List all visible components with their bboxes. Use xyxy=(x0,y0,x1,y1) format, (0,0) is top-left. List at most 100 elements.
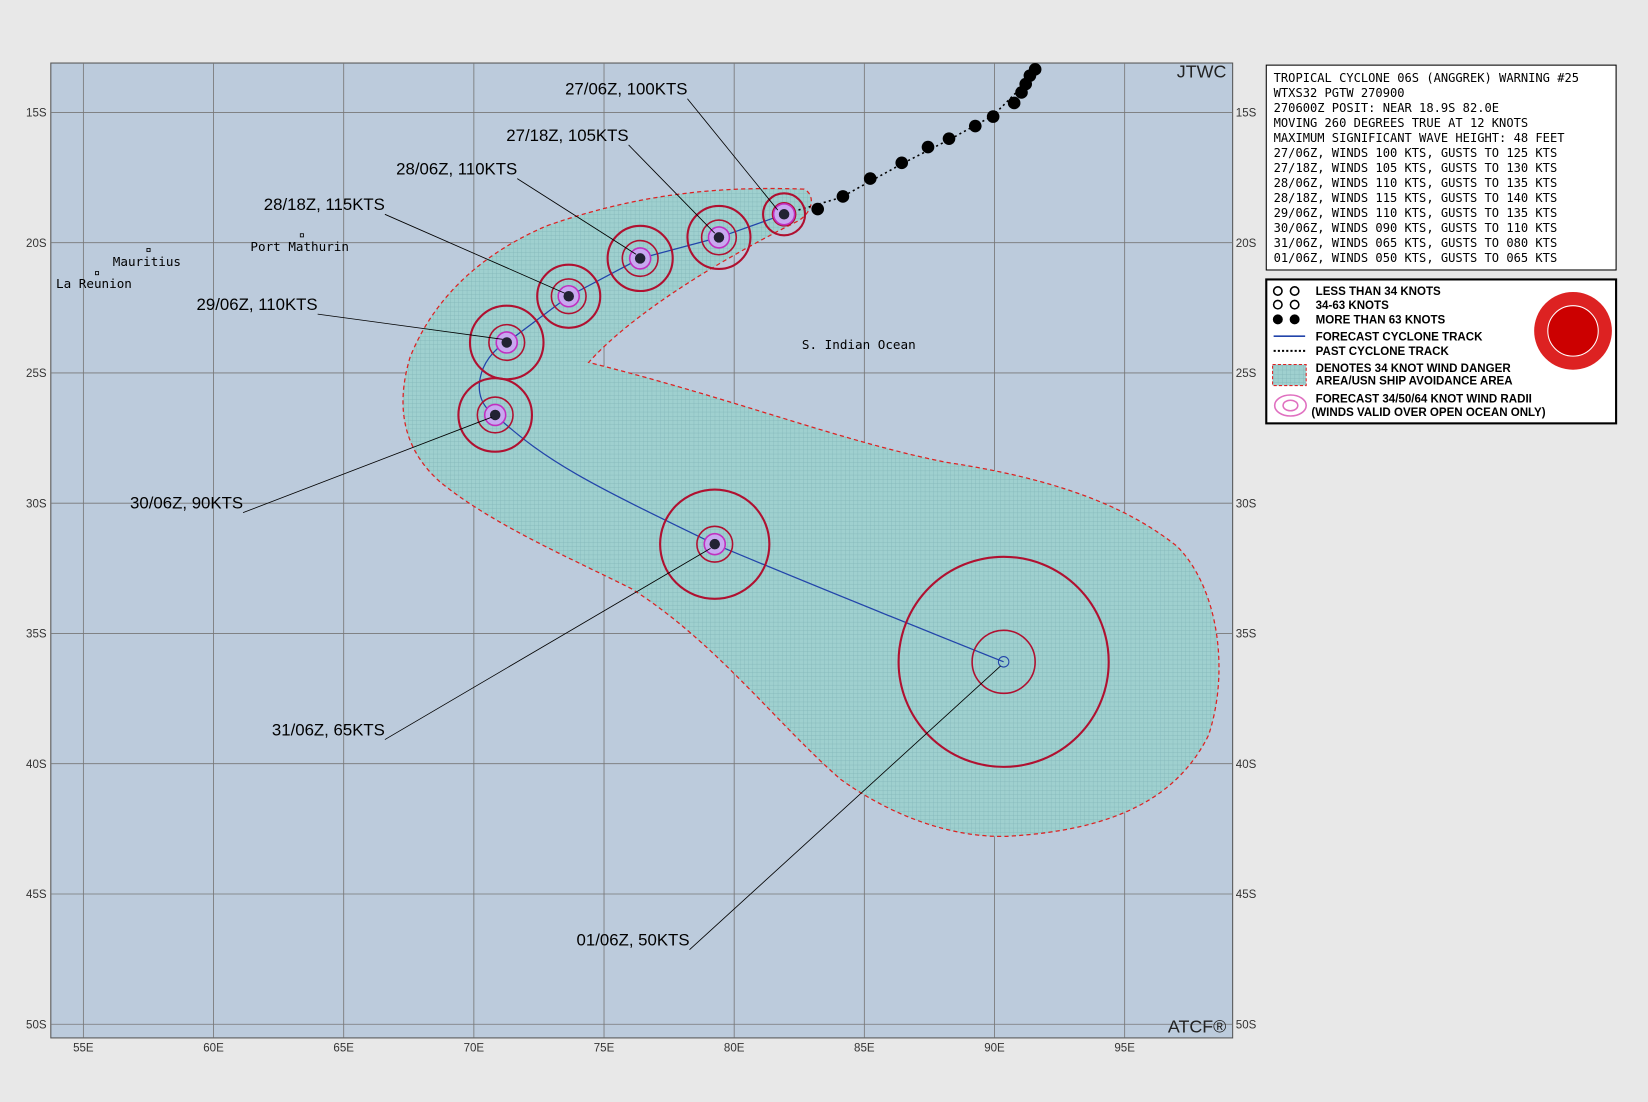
lon-label: 65E xyxy=(333,1043,354,1055)
lon-label: 80E xyxy=(724,1043,745,1055)
forecast-label: 01/06Z, 50KTS xyxy=(577,930,690,949)
legend-symbol xyxy=(1289,314,1300,325)
lat-label: 15S xyxy=(26,108,47,120)
wind-radius-34 xyxy=(762,192,807,237)
legend-entry: AREA/USN SHIP AVOIDANCE AREA xyxy=(1316,375,1514,387)
forecast-label: 27/18Z, 105KTS xyxy=(506,126,628,145)
legend-entry: 34-63 KNOTS xyxy=(1316,300,1389,312)
forecast-position xyxy=(997,656,1010,668)
wind-radius-50 xyxy=(771,201,797,227)
warning-line: 29/06Z, WINDS 110 KTS, GUSTS TO 135 KTS xyxy=(1274,206,1558,220)
warning-line: 31/06Z, WINDS 065 KTS, GUSTS TO 080 KTS xyxy=(1274,236,1558,250)
legend-symbol xyxy=(1273,394,1307,417)
past-position xyxy=(1028,63,1042,76)
lat-label: 30S xyxy=(1236,498,1257,510)
legend-symbol xyxy=(1272,299,1283,310)
lat-label: 15S xyxy=(1236,108,1257,120)
legend-entry: LESS THAN 34 KNOTS xyxy=(1316,286,1441,298)
past-position xyxy=(836,190,850,203)
past-position xyxy=(942,132,956,145)
lon-label: 55E xyxy=(73,1043,94,1055)
leader-line xyxy=(317,313,503,340)
lon-label: 85E xyxy=(854,1043,875,1055)
wind-radius-50 xyxy=(696,525,734,563)
agency: JTWC xyxy=(1177,62,1227,82)
legend-symbol xyxy=(1272,314,1283,325)
place-name: Mauritius xyxy=(113,254,181,269)
forecast-label: 28/18Z, 115KTS xyxy=(264,195,385,214)
island xyxy=(95,271,100,276)
forecast-label: 27/06Z, 100KTS xyxy=(565,80,687,99)
wind-radius-50 xyxy=(621,239,659,278)
warning-box xyxy=(1265,64,1617,271)
warning-line: 270600Z POSIT: NEAR 18.9S 82.0E xyxy=(1274,101,1499,115)
legend-symbol xyxy=(1272,364,1307,387)
forecast-position xyxy=(778,209,790,220)
wind-radius-34 xyxy=(606,224,674,293)
lat-label: 20S xyxy=(26,238,47,250)
leader-line xyxy=(242,416,493,514)
legend-symbol xyxy=(1282,399,1299,412)
lat-label: 30S xyxy=(26,498,47,510)
leader-line xyxy=(689,665,1001,950)
lon-label: 70E xyxy=(464,1043,485,1055)
warning-line: TROPICAL CYCLONE 06S (ANGGREK) WARNING #… xyxy=(1274,71,1579,85)
wind-radius-34 xyxy=(457,377,534,453)
past-position xyxy=(986,110,1000,123)
past-position xyxy=(895,156,909,170)
wind-radius-50 xyxy=(488,323,526,362)
lat-label: 25S xyxy=(1236,368,1257,380)
forecast-position xyxy=(563,290,574,302)
place-name: Port Mathurin xyxy=(250,239,349,254)
legend-symbol xyxy=(1289,299,1300,310)
leader-line xyxy=(517,178,637,255)
warning-line: 28/06Z, WINDS 110 KTS, GUSTS TO 135 KTS xyxy=(1274,176,1558,190)
lat-label: 50S xyxy=(1236,1019,1257,1031)
lon-label: 90E xyxy=(984,1043,1005,1055)
warning-line: 01/06Z, WINDS 050 KTS, GUSTS TO 065 KTS xyxy=(1274,251,1558,265)
warning-line: WTXS32 PGTW 270900 xyxy=(1274,86,1405,100)
forecast-label: 31/06Z, 65KTS xyxy=(272,720,385,739)
legend-entry: FORECAST CYCLONE TRACK xyxy=(1316,331,1483,343)
warning-line: 30/06Z, WINDS 090 KTS, GUSTS TO 110 KTS xyxy=(1274,221,1558,235)
wind-radius-50 xyxy=(550,278,587,315)
forecast-label: 28/06Z, 110KTS xyxy=(396,159,517,178)
forecast-position xyxy=(489,409,501,421)
past-position xyxy=(863,172,877,185)
lat-label: 45S xyxy=(26,889,47,901)
island xyxy=(146,248,151,253)
legend-entry: PAST CYCLONE TRACK xyxy=(1316,346,1450,358)
lat-label: 40S xyxy=(26,759,47,771)
wind-radius-50 xyxy=(700,219,738,256)
leader-line xyxy=(628,144,716,234)
island xyxy=(299,233,304,238)
place-name: La Reunion xyxy=(56,276,132,291)
warning-line: 28/18Z, WINDS 115 KTS, GUSTS TO 140 KTS xyxy=(1274,191,1558,205)
forecast-label: 29/06Z, 110KTS xyxy=(197,295,318,314)
wind-radius-34 xyxy=(659,488,771,600)
forecast-position xyxy=(713,232,725,243)
warning-line: MAXIMUM SIGNIFICANT WAVE HEIGHT: 48 FEET xyxy=(1274,131,1565,145)
past-position xyxy=(921,140,935,154)
wind-radius-34 xyxy=(686,204,752,270)
wind-radius-50 xyxy=(971,629,1036,695)
forecast-position xyxy=(709,538,720,550)
lat-label: 35S xyxy=(26,629,47,641)
legend-entry: (WINDS VALID OVER OPEN OCEAN ONLY) xyxy=(1311,407,1545,419)
warning-line: 27/06Z, WINDS 100 KTS, GUSTS TO 125 KTS xyxy=(1274,146,1558,160)
lat-label: 40S xyxy=(1236,759,1257,771)
place-name: S. Indian Ocean xyxy=(802,337,916,352)
wind-radius-34 xyxy=(897,555,1110,768)
jtwc-logo-inner xyxy=(1547,305,1599,357)
leader-line xyxy=(384,548,711,740)
lat-label: 35S xyxy=(1236,629,1257,641)
forecast-label: 30/06Z, 90KTS xyxy=(130,493,243,512)
warning-line: MOVING 260 DEGREES TRUE AT 12 KNOTS xyxy=(1274,116,1529,130)
lat-label: 50S xyxy=(26,1019,47,1031)
legend-entry: MORE THAN 63 KNOTS xyxy=(1316,315,1446,327)
lat-label: 45S xyxy=(1236,889,1257,901)
warning-line: 27/18Z, WINDS 105 KTS, GUSTS TO 130 KTS xyxy=(1274,161,1558,175)
past-position xyxy=(811,202,824,216)
footer: ATCF® xyxy=(1168,1017,1226,1037)
